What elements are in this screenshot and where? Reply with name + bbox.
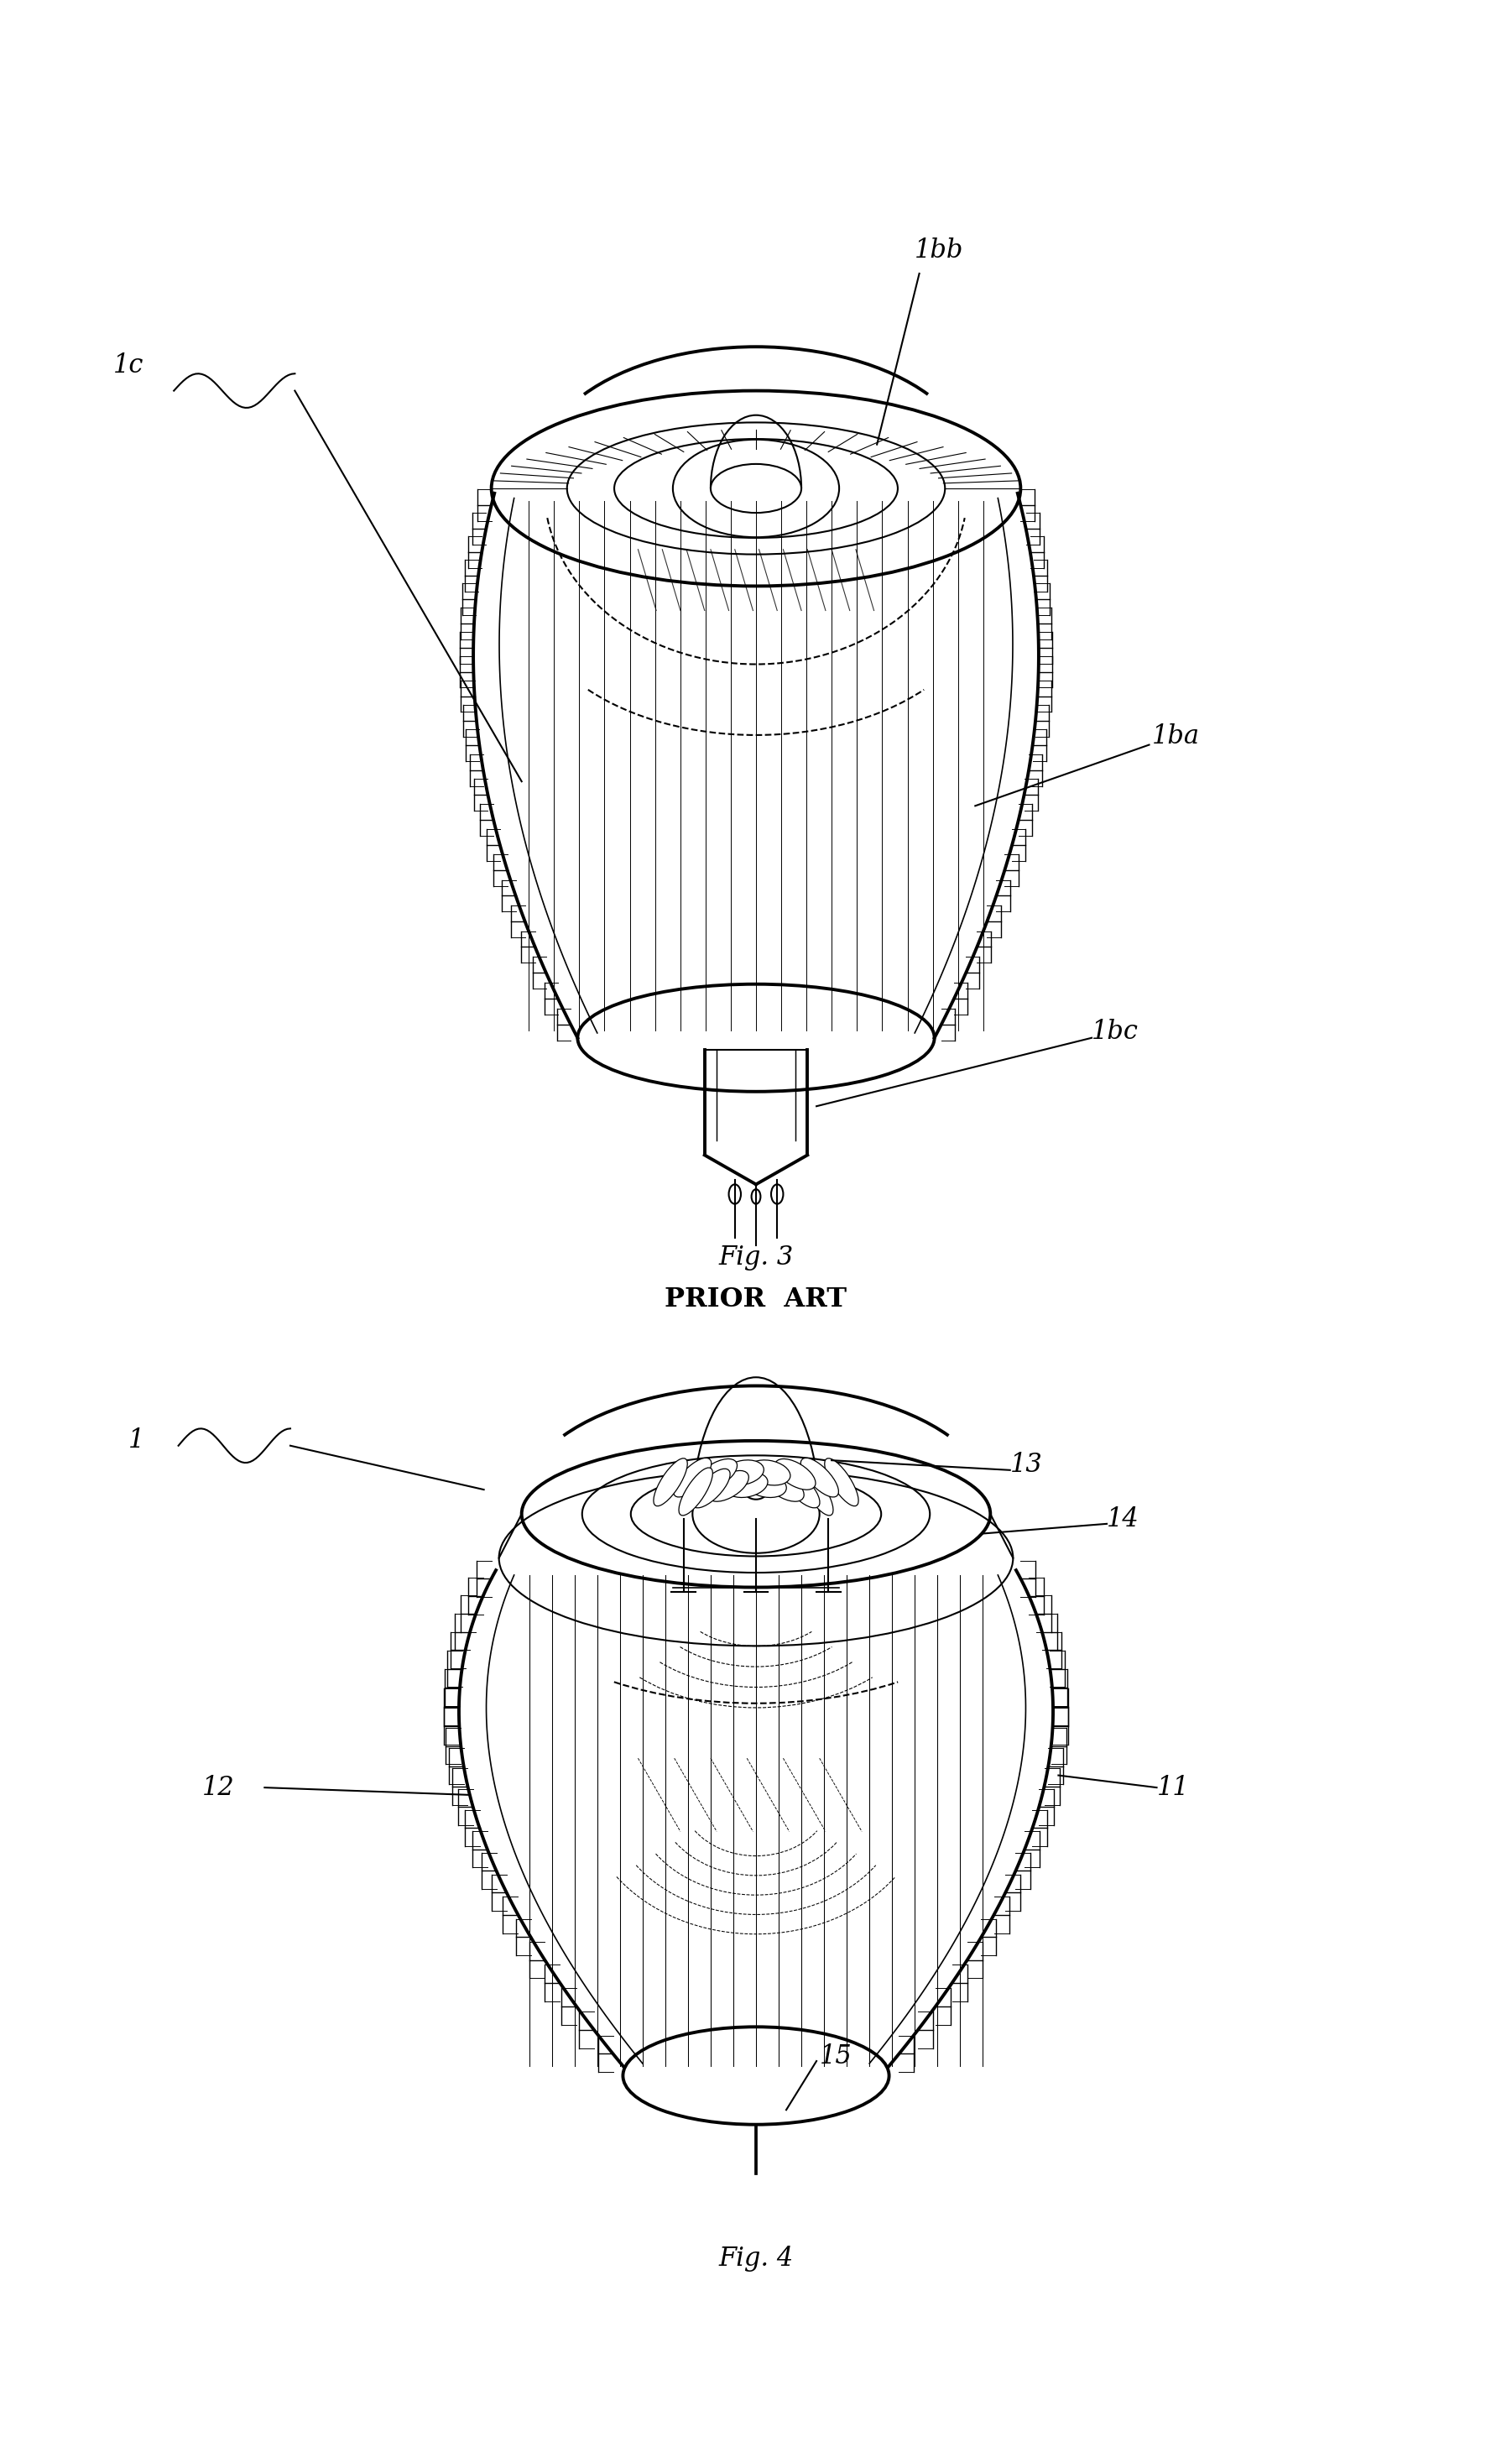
Ellipse shape xyxy=(692,1468,730,1507)
Text: 1ba: 1ba xyxy=(1152,723,1201,750)
Text: 11: 11 xyxy=(1157,1775,1190,1800)
Text: 1bc: 1bc xyxy=(1092,1018,1139,1045)
Text: 12: 12 xyxy=(201,1775,234,1800)
Ellipse shape xyxy=(653,1458,688,1507)
Text: Fig. 3: Fig. 3 xyxy=(718,1245,794,1270)
Ellipse shape xyxy=(824,1458,859,1507)
Ellipse shape xyxy=(697,1458,738,1490)
Ellipse shape xyxy=(744,1473,786,1497)
Text: 1bb: 1bb xyxy=(915,237,963,264)
Text: 13: 13 xyxy=(1010,1453,1043,1477)
Text: 14: 14 xyxy=(1107,1507,1140,1531)
Text: Fig. 4: Fig. 4 xyxy=(718,2247,794,2271)
Ellipse shape xyxy=(800,1468,833,1516)
Text: 15: 15 xyxy=(820,2044,853,2068)
Ellipse shape xyxy=(782,1468,820,1507)
Ellipse shape xyxy=(679,1468,712,1516)
Ellipse shape xyxy=(774,1458,815,1490)
Text: 1: 1 xyxy=(129,1429,145,1453)
Ellipse shape xyxy=(721,1460,764,1485)
Ellipse shape xyxy=(673,1458,711,1497)
Text: 1c: 1c xyxy=(113,352,144,379)
Ellipse shape xyxy=(801,1458,839,1497)
Ellipse shape xyxy=(726,1473,768,1497)
Ellipse shape xyxy=(764,1470,804,1502)
Text: PRIOR  ART: PRIOR ART xyxy=(665,1287,847,1311)
Ellipse shape xyxy=(748,1460,791,1485)
Ellipse shape xyxy=(708,1470,748,1502)
